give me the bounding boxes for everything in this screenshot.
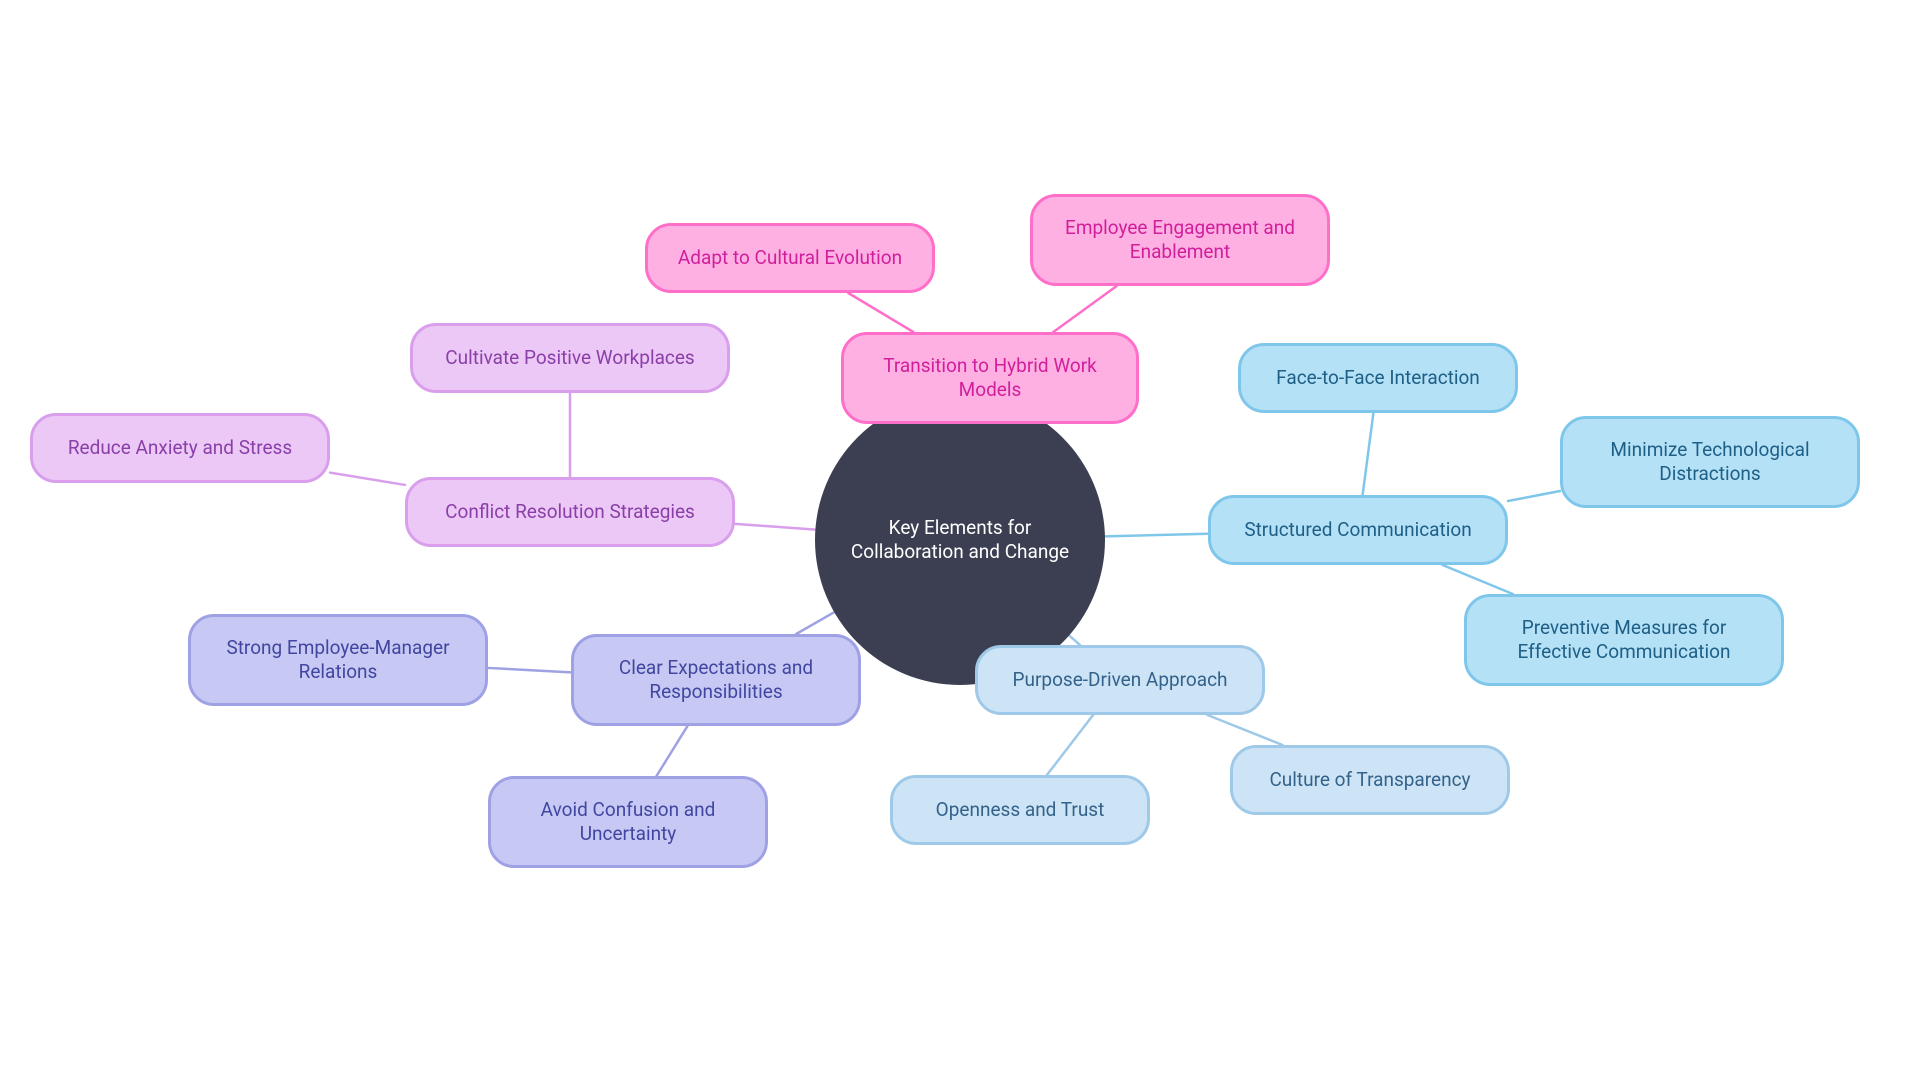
node-reduce: Reduce Anxiety and Stress [30, 413, 330, 483]
edge [1363, 413, 1374, 495]
node-label: Clear Expectations and Responsibilities [598, 656, 834, 704]
node-avoidconf: Avoid Confusion and Uncertainty [488, 776, 768, 868]
node-label: Openness and Trust [936, 798, 1105, 822]
node-openness: Openness and Trust [890, 775, 1150, 845]
node-hybrid: Transition to Hybrid Work Models [841, 332, 1139, 424]
node-conflict: Conflict Resolution Strategies [405, 477, 735, 547]
edge [1443, 565, 1513, 594]
edge [735, 524, 815, 530]
edge [657, 726, 688, 776]
node-structcomm: Structured Communication [1208, 495, 1508, 565]
node-label: Structured Communication [1244, 518, 1471, 542]
node-strongrel: Strong Employee-Manager Relations [188, 614, 488, 706]
node-label: Minimize Technological Distractions [1587, 438, 1833, 486]
node-preventive: Preventive Measures for Effective Commun… [1464, 594, 1784, 686]
node-label: Culture of Transparency [1269, 768, 1470, 792]
node-minimize: Minimize Technological Distractions [1560, 416, 1860, 508]
node-transparency: Culture of Transparency [1230, 745, 1510, 815]
edge [1508, 491, 1560, 501]
edge [796, 612, 834, 634]
node-label: Employee Engagement and Enablement [1057, 216, 1303, 264]
node-label: Face-to-Face Interaction [1276, 366, 1480, 390]
edge [1047, 715, 1093, 775]
node-facetoface: Face-to-Face Interaction [1238, 343, 1518, 413]
center-node: Key Elements for Collaboration and Chang… [815, 395, 1105, 685]
edge [1069, 635, 1080, 645]
node-label: Strong Employee-Manager Relations [215, 636, 461, 684]
node-purpose: Purpose-Driven Approach [975, 645, 1265, 715]
node-clearexp: Clear Expectations and Responsibilities [571, 634, 861, 726]
mindmap-canvas: Key Elements for Collaboration and Chang… [0, 0, 1920, 1080]
center-label: Key Elements for Collaboration and Chang… [845, 516, 1075, 564]
edge [1105, 534, 1208, 537]
edge [1208, 715, 1283, 745]
node-label: Preventive Measures for Effective Commun… [1491, 616, 1757, 664]
node-cultivate: Cultivate Positive Workplaces [410, 323, 730, 393]
node-label: Avoid Confusion and Uncertainty [515, 798, 741, 846]
node-label: Reduce Anxiety and Stress [68, 436, 292, 460]
node-adapt: Adapt to Cultural Evolution [645, 223, 935, 293]
edge [848, 293, 913, 332]
node-label: Purpose-Driven Approach [1013, 668, 1228, 692]
node-label: Adapt to Cultural Evolution [678, 246, 902, 270]
edge [330, 473, 405, 485]
node-label: Cultivate Positive Workplaces [445, 346, 694, 370]
node-label: Transition to Hybrid Work Models [868, 354, 1112, 402]
node-engage: Employee Engagement and Enablement [1030, 194, 1330, 286]
edge [488, 668, 571, 672]
edge [1053, 286, 1116, 332]
node-label: Conflict Resolution Strategies [445, 500, 695, 524]
